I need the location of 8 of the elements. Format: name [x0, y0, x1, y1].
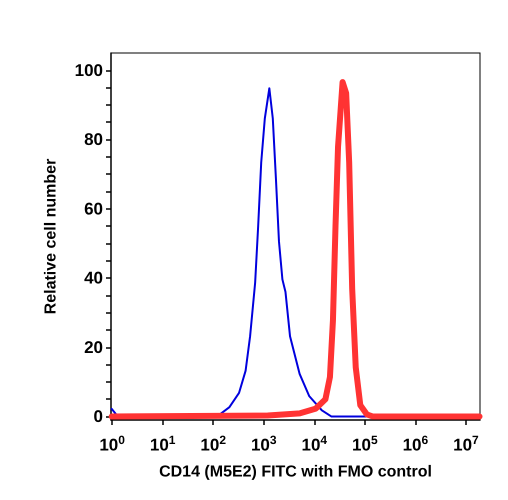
y-tick-label: 100: [74, 60, 103, 80]
y-tick-label: 40: [84, 268, 103, 288]
y-axis-title: Relative cell number: [42, 158, 60, 314]
y-tick-label: 60: [84, 199, 103, 218]
x-axis-title: CD14 (M5E2) FITC with FMO control: [159, 464, 432, 480]
y-tick-label: 20: [84, 338, 103, 357]
y-tick-label: 0: [94, 407, 103, 426]
y-tick-label: 80: [84, 130, 103, 150]
